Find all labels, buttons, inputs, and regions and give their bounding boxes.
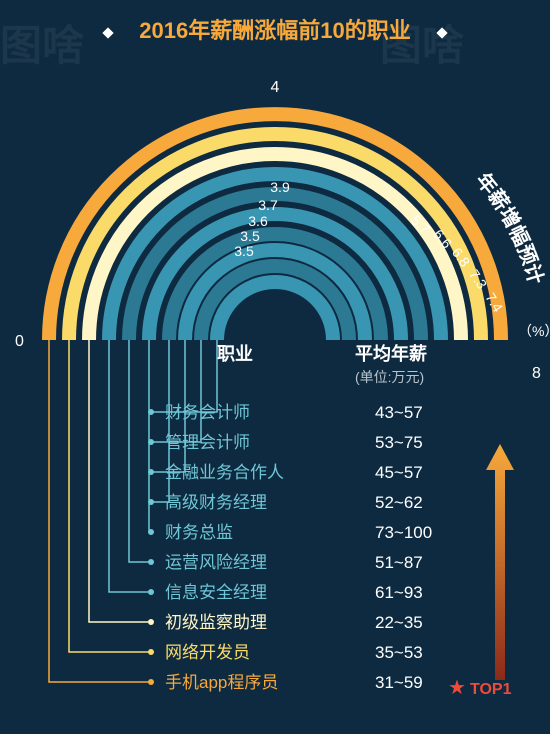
row-job-2: 金融业务合作人 [165, 463, 284, 482]
row-job-6: 信息安全经理 [165, 583, 267, 602]
row-job-3: 高级财务经理 [165, 493, 267, 512]
row-bullet [148, 679, 154, 685]
row-job-0: 财务会计师 [165, 403, 250, 422]
row-salary-6: 61~93 [375, 583, 423, 602]
row-bullet [148, 529, 154, 535]
axis-left: 0 [15, 333, 24, 350]
row-job-1: 管理会计师 [165, 433, 250, 452]
axis-top: 4 [271, 79, 280, 96]
row-job-7: 初级监察助理 [165, 613, 267, 632]
row-bullet [148, 499, 154, 505]
curved-axis-unit: （%） [518, 323, 550, 339]
header-unit: (单位:万元) [355, 369, 424, 385]
row-job-9: 手机app程序员 [165, 673, 278, 692]
row-bullet [148, 649, 154, 655]
arc-value-8: 3.5 [240, 228, 260, 244]
row-salary-8: 35~53 [375, 643, 423, 662]
row-salary-0: 43~57 [375, 403, 423, 422]
arc-value-5: 3.9 [270, 179, 290, 195]
row-bullet [148, 409, 154, 415]
row-bullet [148, 469, 154, 475]
row-job-8: 网络开发员 [165, 643, 250, 662]
top1-star: ★ [448, 677, 466, 699]
row-salary-3: 52~62 [375, 493, 423, 512]
row-salary-4: 73~100 [375, 523, 432, 542]
row-job-4: 财务总监 [165, 523, 233, 542]
row-salary-2: 45~57 [375, 463, 423, 482]
row-salary-5: 51~87 [375, 553, 423, 572]
axis-right: 8 [532, 365, 541, 382]
top1-label: TOP1 [470, 681, 512, 698]
row-salary-7: 22~35 [375, 613, 423, 632]
arc-value-9: 3.5 [234, 243, 254, 259]
row-bullet [148, 559, 154, 565]
arc-value-6: 3.7 [258, 197, 278, 213]
row-salary-9: 31~59 [375, 673, 423, 692]
watermark: 图啥 [0, 22, 84, 69]
header-salary: 平均年薪 [355, 343, 427, 364]
chart-svg: 图啥图啥2016年薪酬涨幅前10的职业年薪增幅预计（%）0487.47.36.8… [0, 0, 550, 734]
row-bullet [148, 619, 154, 625]
row-bullet [148, 589, 154, 595]
row-job-5: 运营风险经理 [165, 553, 267, 572]
row-salary-1: 53~75 [375, 433, 423, 452]
infographic-root: 图啥图啥2016年薪酬涨幅前10的职业年薪增幅预计（%）0487.47.36.8… [0, 0, 550, 734]
row-bullet [148, 439, 154, 445]
arc-value-7: 3.6 [248, 213, 268, 229]
svg-text:2016年薪酬涨幅前10的职业: 2016年薪酬涨幅前10的职业 [139, 18, 410, 43]
chart-title: 2016年薪酬涨幅前10的职业 [102, 18, 447, 43]
header-job: 职业 [217, 344, 253, 364]
